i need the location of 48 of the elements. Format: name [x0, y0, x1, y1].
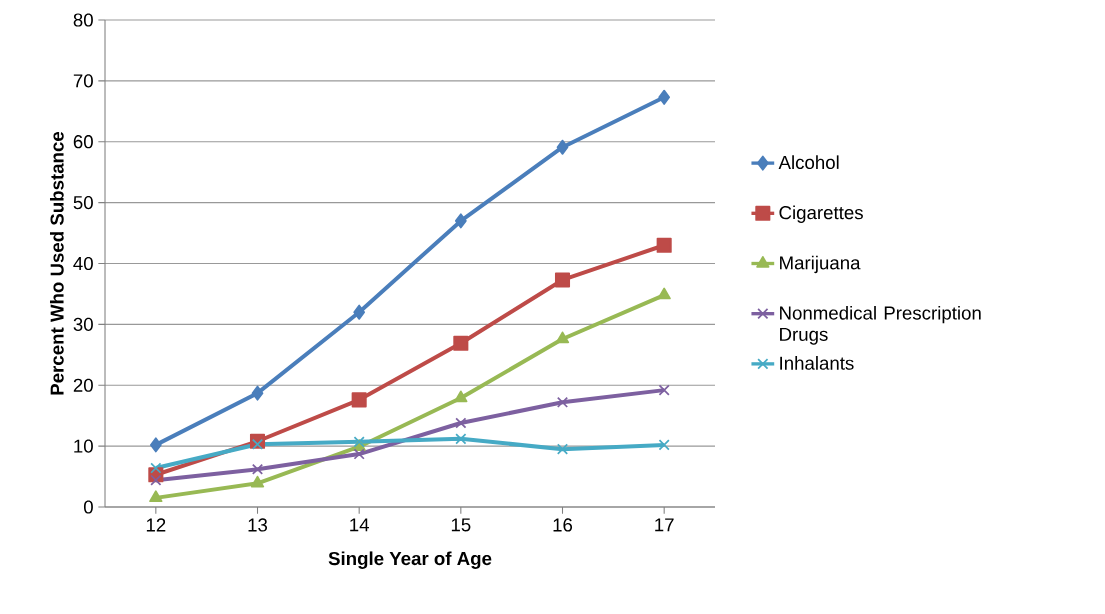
point [251, 438, 264, 450]
point [555, 331, 570, 344]
legend-label: Alcohol [778, 155, 839, 170]
point [149, 437, 162, 453]
point [351, 392, 367, 408]
point [353, 448, 365, 460]
point [656, 237, 672, 253]
y-tick-label: 20 [73, 378, 93, 392]
point [657, 287, 671, 300]
x-tick-label: 14 [350, 518, 369, 532]
x-tick-label: 17 [655, 518, 674, 532]
point [658, 384, 670, 396]
point [149, 490, 163, 503]
point [250, 475, 265, 488]
point [150, 462, 162, 474]
point [455, 417, 467, 429]
y-tick-label: 30 [73, 317, 93, 331]
x-tick-label: 13 [248, 518, 268, 532]
y-tick-label: 10 [74, 439, 93, 453]
legend-label: Marijuana [780, 255, 861, 274]
point [150, 474, 162, 486]
point [454, 390, 468, 403]
y-tick-label: 80 [73, 13, 93, 27]
point [251, 385, 264, 401]
legend-label: Nonmedical Prescription Drugs [780, 305, 981, 345]
point [353, 304, 366, 320]
x-axis-title: Single Year of Age [328, 551, 492, 569]
point [455, 433, 467, 445]
y-tick-label: 0 [83, 500, 93, 514]
point [454, 213, 467, 229]
x-tick-label: 16 [553, 518, 573, 532]
point [658, 439, 670, 451]
x-tick-label: 12 [146, 518, 166, 532]
legend-label: Inhalants [780, 356, 854, 370]
point [556, 443, 569, 455]
point [658, 89, 671, 105]
y-tick-label: 50 [73, 196, 93, 210]
y-tick-label: 70 [73, 74, 93, 88]
y-tick-label: 60 [73, 135, 93, 149]
point [556, 139, 569, 155]
x-tick-label: 15 [451, 518, 471, 532]
point [556, 396, 569, 408]
y-axis-title: Percent Who Used Substance [50, 131, 64, 395]
y-tick-label: 40 [73, 256, 93, 271]
point [554, 272, 571, 288]
point [251, 463, 264, 475]
point [453, 335, 469, 351]
legend-label: Cigarettes [779, 205, 863, 223]
